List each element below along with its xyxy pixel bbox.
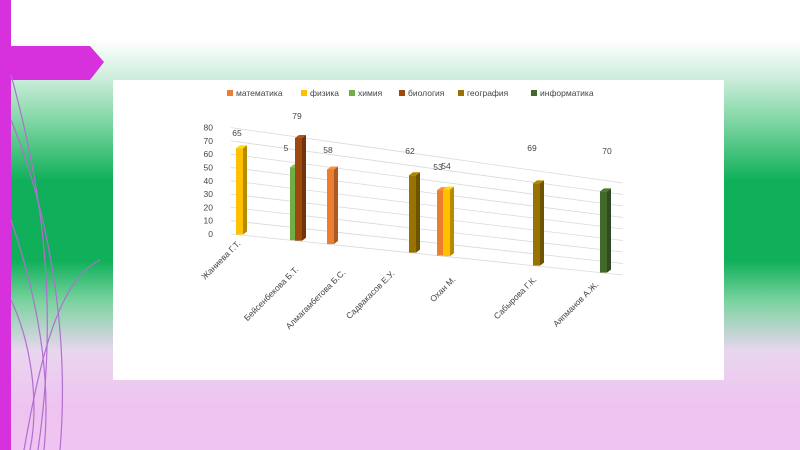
bar-физика: [443, 189, 450, 257]
bar-биология: [295, 137, 302, 241]
chart-bars: [236, 134, 611, 273]
bar-физика: [236, 148, 243, 235]
legend-label: география: [467, 88, 509, 98]
grid-line: [230, 127, 624, 184]
y-tick-label: 70: [204, 136, 214, 146]
legend-label: информатика: [540, 88, 594, 98]
bar-математика: [437, 190, 444, 256]
y-tick-label: 10: [204, 216, 214, 226]
bar-математика: [327, 169, 334, 245]
bar-физика-side: [450, 186, 454, 257]
category-label: Жаниева Г.Т.: [199, 238, 242, 281]
slide-accent-bar: [0, 0, 11, 450]
value-label: 54: [441, 161, 451, 171]
legend-label: физика: [310, 88, 339, 98]
value-label: 70: [602, 146, 612, 156]
category-label: Садвакасов Е.У.: [344, 268, 397, 321]
y-tick-label: 30: [204, 189, 214, 199]
bar-химия: [290, 167, 297, 241]
chart-card: математика физика химия биология география ин…: [113, 80, 724, 380]
bar-география-side: [540, 180, 544, 266]
bar-информатика-side: [607, 188, 611, 273]
grid-line: [230, 220, 624, 264]
legend-swatch: [531, 90, 537, 96]
value-label: 69: [527, 143, 537, 153]
bar-биология-side: [302, 134, 306, 241]
grid-line: [230, 153, 624, 207]
legend-swatch: [227, 90, 233, 96]
bar-география: [409, 175, 416, 253]
chart-grid: [230, 127, 624, 276]
bar-география: [533, 183, 540, 266]
grid-line: [230, 233, 624, 276]
y-axis-ticks: 0 10 20 30 40 50 60 70 80: [204, 123, 214, 239]
bar-информатика-top: [600, 188, 611, 192]
value-label: 62: [405, 146, 415, 156]
y-tick-label: 50: [204, 163, 214, 173]
y-tick-label: 20: [204, 202, 214, 212]
value-label: 58: [323, 145, 333, 155]
legend-swatch: [458, 90, 464, 96]
legend-swatch: [349, 90, 355, 96]
bar-математика-top: [437, 187, 448, 191]
grid-line: [230, 180, 624, 230]
value-label: 79: [292, 111, 302, 121]
chart: математика физика химия биология география ин…: [199, 88, 624, 331]
category-label: Аяпманов А.Ж.: [551, 279, 600, 328]
y-tick-label: 40: [204, 176, 214, 186]
grid-line: [230, 140, 624, 195]
value-label: 65: [232, 128, 242, 138]
y-tick-label: 60: [204, 149, 214, 159]
grid-line: [230, 193, 624, 241]
bar-география-side: [416, 172, 420, 253]
bar-информатика: [600, 191, 607, 273]
bar-биология-top: [295, 134, 306, 138]
bar-физика-top: [443, 186, 454, 190]
y-tick-label: 0: [208, 229, 213, 239]
legend-label: химия: [358, 88, 383, 98]
legend-swatch: [301, 90, 307, 96]
category-label: Сабырова Г.К.: [492, 274, 539, 321]
category-label: Бейсенбекова Б.Т.: [242, 264, 301, 323]
bar-математика-side: [334, 166, 338, 245]
legend-label: математика: [236, 88, 283, 98]
value-label: 53: [433, 162, 443, 172]
y-tick-label: 80: [204, 123, 214, 133]
legend-label: биология: [408, 88, 445, 98]
bar-география-top: [409, 172, 420, 176]
grid-line: [230, 207, 624, 253]
value-label: 5: [284, 143, 289, 153]
bar-физика-top: [236, 145, 247, 149]
bar-физика-side: [243, 145, 247, 235]
category-label: Охан М.: [428, 274, 458, 304]
chart-legend: математика физика химия биология география ин…: [227, 88, 594, 98]
legend-swatch: [399, 90, 405, 96]
bar-математика-top: [327, 166, 338, 170]
bar-география-top: [533, 180, 544, 184]
